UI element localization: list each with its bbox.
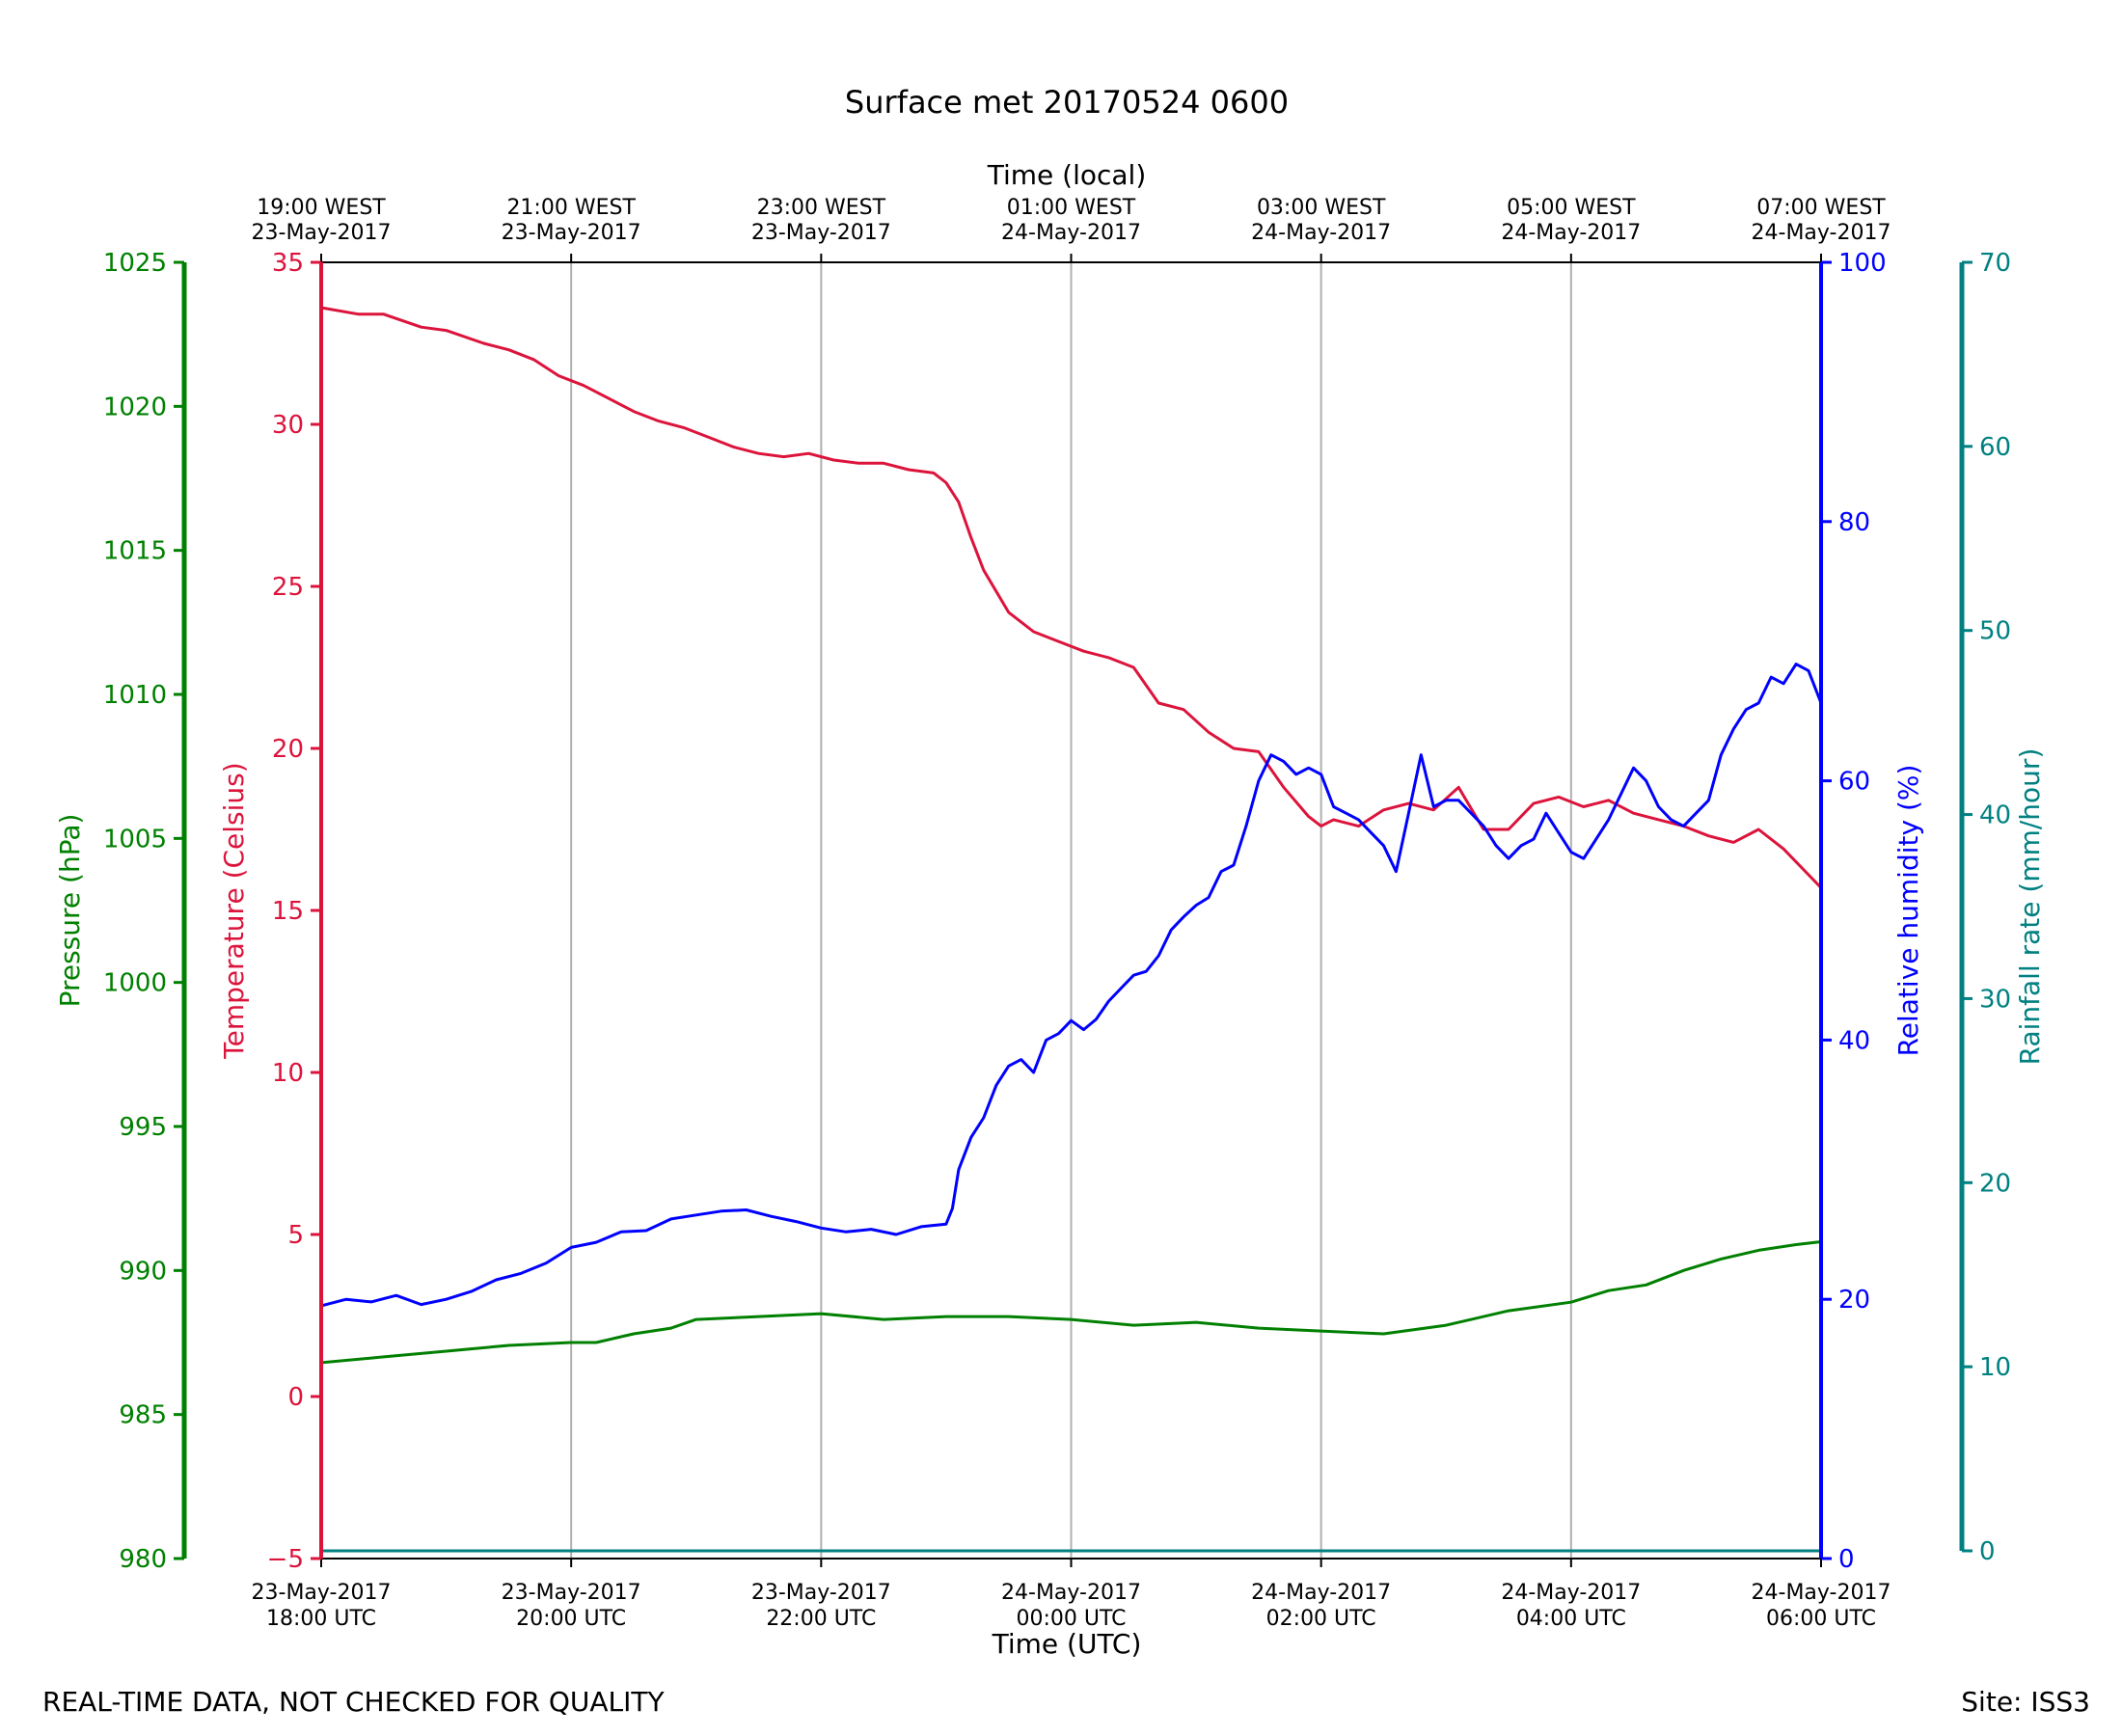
x2-tick-date-1: 23-May-2017: [502, 221, 641, 245]
top-axis-label: Time (local): [987, 159, 1147, 191]
pressure-tick-label-6: 1010: [103, 681, 167, 710]
x-tick-date-2: 23-May-2017: [751, 1581, 891, 1605]
series-line-pressure: [319, 1240, 1823, 1365]
humidity-axis-label: Relative humidity (%): [1892, 765, 1924, 1057]
x-tick-time-0: 18:00 UTC: [266, 1607, 376, 1631]
temperature-tick-label-2: 5: [287, 1221, 304, 1250]
rainfall-tick-label-7: 70: [1979, 249, 2011, 278]
humidity-tick-label-0: 0: [1838, 1545, 1855, 1574]
x2-tick-time-5: 05:00 WEST: [1507, 196, 1636, 220]
pressure-tick-label-7: 1015: [103, 537, 167, 566]
humidity-tick-label-3: 60: [1838, 768, 1870, 797]
pressure-tick-label-3: 995: [119, 1113, 167, 1142]
pressure-tick-label-4: 1000: [103, 969, 167, 998]
temperature-tick-label-3: 10: [272, 1059, 304, 1088]
x2-tick-date-2: 23-May-2017: [751, 221, 891, 245]
x2-tick-time-6: 07:00 WEST: [1756, 196, 1886, 220]
x-tick-date-5: 24-May-2017: [1501, 1581, 1641, 1605]
footer-disclaimer: REAL-TIME DATA, NOT CHECKED FOR QUALITY: [42, 1686, 665, 1718]
temperature-tick-label-8: 35: [272, 249, 304, 278]
pressure-axis-label: Pressure (hPa): [54, 814, 86, 1008]
x2-tick-time-4: 03:00 WEST: [1257, 196, 1386, 220]
x2-tick-time-3: 01:00 WEST: [1007, 196, 1136, 220]
pressure-tick-label-5: 1005: [103, 825, 167, 854]
x2-tick-date-3: 24-May-2017: [1001, 221, 1141, 245]
humidity-tick-label-2: 40: [1838, 1026, 1870, 1055]
x-tick-date-0: 23-May-2017: [252, 1581, 392, 1605]
x-tick-time-6: 06:00 UTC: [1766, 1607, 1876, 1631]
temperature-tick-label-1: 0: [287, 1383, 304, 1412]
pressure-tick-label-9: 1025: [103, 249, 167, 278]
rainfall-tick-label-3: 30: [1979, 985, 2011, 1014]
temperature-tick-label-4: 15: [272, 897, 304, 926]
series-line-temperature: [319, 306, 1823, 889]
humidity-tick-label-1: 20: [1838, 1286, 1870, 1315]
gridlines: [570, 262, 1572, 1559]
rainfall-axis-label: Rainfall rate (mm/hour): [2014, 748, 2046, 1066]
x-tick-time-1: 20:00 UTC: [516, 1607, 626, 1631]
x2-tick-date-6: 24-May-2017: [1752, 221, 1891, 245]
temperature-tick-label-7: 30: [272, 411, 304, 440]
pressure-tick-label-0: 980: [119, 1545, 167, 1574]
humidity-tick-label-4: 80: [1838, 508, 1870, 537]
footer-site: Site: ISS3: [1961, 1686, 2090, 1718]
series-line-relative-humidity: [319, 663, 1823, 1308]
x-tick-date-3: 24-May-2017: [1001, 1581, 1141, 1605]
rainfall-tick-label-4: 40: [1979, 801, 2011, 830]
temperature-tick-label-5: 20: [272, 735, 304, 764]
temperature-tick-label-0: −5: [267, 1545, 304, 1574]
temperature-tick-label-6: 25: [272, 573, 304, 602]
x-tick-date-4: 24-May-2017: [1251, 1581, 1391, 1605]
rainfall-tick-label-0: 0: [1979, 1537, 1996, 1566]
x2-tick-time-2: 23:00 WEST: [757, 196, 886, 220]
x2-tick-time-0: 19:00 WEST: [257, 196, 386, 220]
temperature-axis-label: Temperature (Celsius): [218, 762, 250, 1059]
rainfall-tick-label-5: 50: [1979, 617, 2011, 646]
rainfall-tick-label-2: 20: [1979, 1169, 2011, 1198]
x-tick-time-5: 04:00 UTC: [1516, 1607, 1626, 1631]
pressure-tick-label-1: 985: [119, 1401, 167, 1430]
pressure-tick-label-8: 1020: [103, 393, 167, 421]
x-tick-time-4: 02:00 UTC: [1266, 1607, 1376, 1631]
x-tick-time-3: 00:00 UTC: [1016, 1607, 1126, 1631]
bottom-axis-label: Time (UTC): [992, 1628, 1142, 1660]
pressure-tick-label-2: 990: [119, 1257, 167, 1286]
chart-title: Surface met 20170524 0600: [845, 84, 1289, 121]
rainfall-tick-label-1: 10: [1979, 1353, 2011, 1382]
x2-tick-date-5: 24-May-2017: [1501, 221, 1641, 245]
x2-tick-date-0: 23-May-2017: [252, 221, 392, 245]
x-tick-date-6: 24-May-2017: [1752, 1581, 1891, 1605]
x2-tick-time-1: 21:00 WEST: [506, 196, 636, 220]
x-tick-date-1: 23-May-2017: [502, 1581, 641, 1605]
x-tick-time-2: 22:00 UTC: [766, 1607, 876, 1631]
series-group: [319, 306, 1823, 1553]
x2-tick-date-4: 24-May-2017: [1251, 221, 1391, 245]
humidity-tick-label-5: 100: [1838, 249, 1887, 278]
rainfall-tick-label-6: 60: [1979, 433, 2011, 462]
